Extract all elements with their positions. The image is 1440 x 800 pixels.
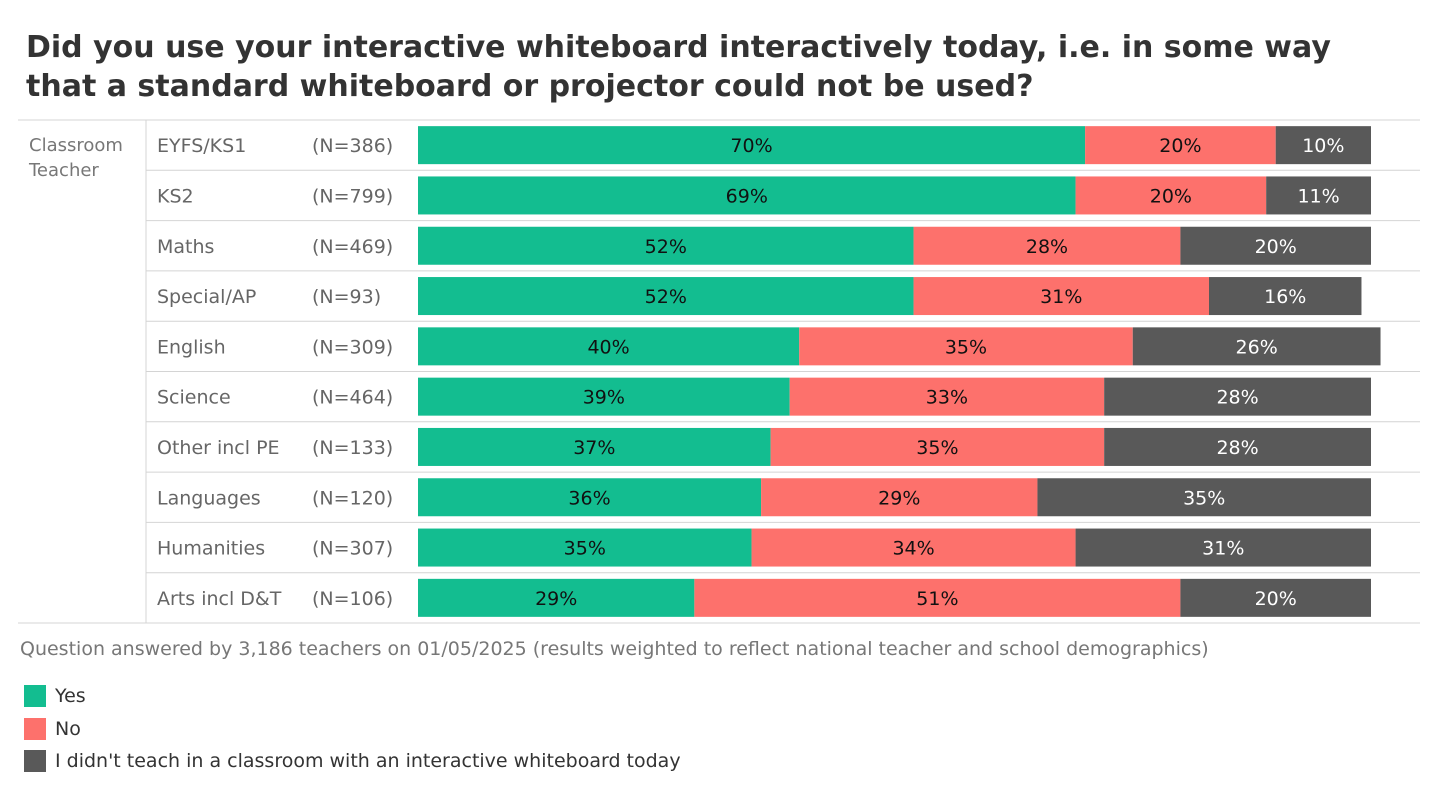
legend-item-no: No xyxy=(24,713,681,746)
data-label-other-incl-pe-series-0: 37% xyxy=(573,437,615,459)
bar-other-incl-pe-series-0 xyxy=(418,427,771,466)
data-label-eyfs-ks1-series-2: 10% xyxy=(1302,135,1344,157)
legend-label-didnt-teach: I didn't teach in a classroom with an in… xyxy=(55,750,681,773)
bar-humanities-series-0 xyxy=(418,528,752,567)
bar-ks2-series-0 xyxy=(418,176,1076,215)
bar-maths-series-2 xyxy=(1180,226,1371,265)
legend-item-didnt-teach: I didn't teach in a classroom with an in… xyxy=(24,745,681,778)
data-label-english-series-2: 26% xyxy=(1236,336,1278,358)
n-label-english: (N=309) xyxy=(312,336,393,358)
bar-special-ap-series-2 xyxy=(1208,277,1362,316)
data-label-maths-series-0: 52% xyxy=(645,236,687,258)
bar-humanities-series-2 xyxy=(1075,528,1371,567)
data-label-special-ap-series-1: 31% xyxy=(1040,286,1082,308)
data-label-arts-incl-d-t-series-2: 20% xyxy=(1255,588,1297,610)
category-label-ks2: KS2 xyxy=(157,185,194,207)
bar-special-ap-series-0 xyxy=(418,277,914,316)
category-label-arts-incl-d-t: Arts incl D&T xyxy=(157,588,282,610)
data-label-maths-series-2: 20% xyxy=(1255,236,1297,258)
legend-item-yes: Yes xyxy=(24,680,681,713)
legend-label-no: No xyxy=(55,717,81,740)
bar-eyfs-ks1-series-0 xyxy=(418,126,1086,165)
bar-science-series-1 xyxy=(789,377,1105,416)
data-label-special-ap-series-2: 16% xyxy=(1264,286,1306,308)
bar-arts-incl-d-t-series-1 xyxy=(694,578,1181,617)
data-label-science-series-0: 39% xyxy=(583,387,625,409)
n-label-other-incl-pe: (N=133) xyxy=(312,437,393,459)
data-label-languages-series-2: 35% xyxy=(1183,487,1225,509)
legend-swatch-didnt-teach xyxy=(24,750,46,773)
data-label-science-series-1: 33% xyxy=(926,387,968,409)
footnote: Question answered by 3,186 teachers on 0… xyxy=(20,638,1209,660)
bar-other-incl-pe-series-2 xyxy=(1104,427,1371,466)
bar-eyfs-ks1-series-1 xyxy=(1085,126,1276,165)
data-label-languages-series-1: 29% xyxy=(878,487,920,509)
data-label-science-series-2: 28% xyxy=(1216,387,1258,409)
category-label-other-incl-pe: Other incl PE xyxy=(157,437,280,459)
data-label-other-incl-pe-series-1: 35% xyxy=(916,437,958,459)
data-label-english-series-0: 40% xyxy=(587,336,629,358)
bar-eyfs-ks1-series-2 xyxy=(1275,126,1371,165)
bar-english-series-2 xyxy=(1132,327,1381,366)
bar-maths-series-0 xyxy=(418,226,914,265)
bar-arts-incl-d-t-series-0 xyxy=(418,578,695,617)
bar-science-series-0 xyxy=(418,377,790,416)
bar-special-ap-series-1 xyxy=(913,277,1209,316)
bar-maths-series-1 xyxy=(913,226,1181,265)
legend-label-yes: Yes xyxy=(55,685,86,708)
n-label-arts-incl-d-t: (N=106) xyxy=(312,588,393,610)
category-label-science: Science xyxy=(157,387,231,409)
bar-languages-series-1 xyxy=(761,478,1038,517)
group-label: Classroom Teacher xyxy=(28,135,123,181)
category-label-languages: Languages xyxy=(157,487,261,509)
n-label-maths: (N=469) xyxy=(312,236,393,258)
data-label-languages-series-0: 36% xyxy=(568,487,610,509)
n-label-science: (N=464) xyxy=(312,387,393,409)
category-label-special-ap: Special/AP xyxy=(157,286,256,308)
chart-svg: Classroom Teacher EYFS/KS1 (N=386) 70% 20% 10%… xyxy=(18,119,1420,624)
n-label-ks2: (N=799) xyxy=(312,185,393,207)
category-label-english: English xyxy=(157,336,226,358)
bar-languages-series-2 xyxy=(1037,478,1371,517)
bar-english-series-1 xyxy=(799,327,1133,366)
n-label-special-ap: (N=93) xyxy=(312,286,381,308)
bar-other-incl-pe-series-1 xyxy=(770,427,1105,466)
stacked-bar-chart: Classroom Teacher EYFS/KS1 (N=386) 70% 20% 10%… xyxy=(18,119,1420,624)
bar-languages-series-0 xyxy=(418,478,762,517)
data-label-humanities-series-1: 34% xyxy=(892,538,934,560)
data-label-maths-series-1: 28% xyxy=(1026,236,1068,258)
category-label-maths: Maths xyxy=(157,236,214,258)
data-label-arts-incl-d-t-series-0: 29% xyxy=(535,588,577,610)
data-label-eyfs-ks1-series-1: 20% xyxy=(1159,135,1201,157)
data-label-ks2-series-2: 11% xyxy=(1297,185,1339,207)
n-label-humanities: (N=307) xyxy=(312,538,393,560)
n-label-languages: (N=120) xyxy=(312,487,393,509)
data-label-ks2-series-0: 69% xyxy=(726,185,768,207)
data-label-other-incl-pe-series-2: 28% xyxy=(1216,437,1258,459)
bar-ks2-series-2 xyxy=(1266,176,1371,215)
data-label-arts-incl-d-t-series-1: 51% xyxy=(916,588,958,610)
data-label-humanities-series-0: 35% xyxy=(564,538,606,560)
category-label-eyfs-ks1: EYFS/KS1 xyxy=(157,135,246,157)
chart-title: Did you use your interactive whiteboard … xyxy=(26,30,1331,104)
bar-english-series-0 xyxy=(418,327,800,366)
data-label-english-series-1: 35% xyxy=(945,336,987,358)
legend: Yes No I didn't teach in a classroom wit… xyxy=(24,680,681,778)
n-label-eyfs-ks1: (N=386) xyxy=(312,135,393,157)
data-label-eyfs-ks1-series-0: 70% xyxy=(730,135,772,157)
data-label-special-ap-series-0: 52% xyxy=(645,286,687,308)
legend-swatch-yes xyxy=(24,685,46,708)
data-label-ks2-series-1: 20% xyxy=(1150,185,1192,207)
bar-ks2-series-1 xyxy=(1075,176,1267,215)
bar-science-series-2 xyxy=(1104,377,1371,416)
data-label-humanities-series-2: 31% xyxy=(1202,538,1244,560)
category-label-humanities: Humanities xyxy=(157,538,265,560)
bar-arts-incl-d-t-series-2 xyxy=(1180,578,1371,617)
bar-humanities-series-1 xyxy=(751,528,1076,567)
legend-swatch-no xyxy=(24,717,46,740)
